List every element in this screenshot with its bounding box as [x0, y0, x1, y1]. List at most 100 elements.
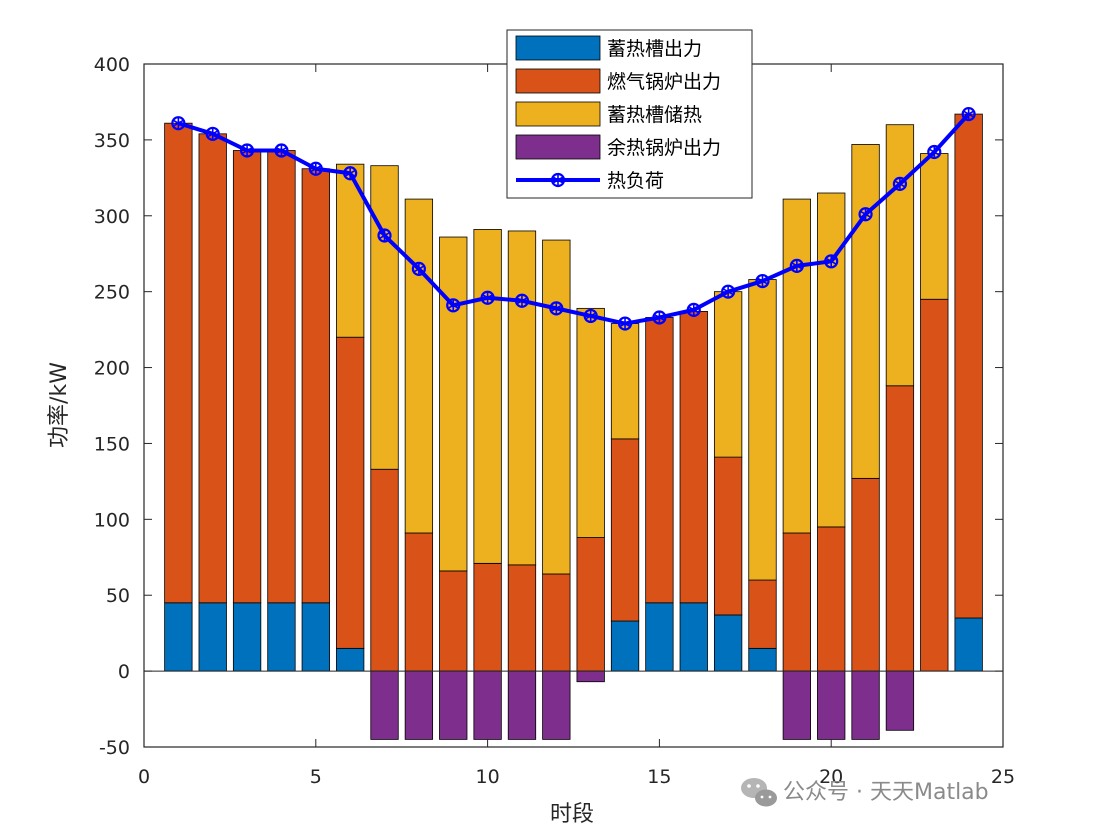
- bar-1-t6: [336, 647, 365, 672]
- bar-4-t9: [439, 670, 468, 740]
- legend-label-1: 蓄热槽出力: [607, 38, 702, 60]
- heat-load-point-t1: [171, 116, 186, 131]
- heat-load-point-t16: [686, 302, 701, 317]
- heat-load-point-t12: [549, 301, 564, 316]
- bar-2-t3: [232, 150, 262, 604]
- bar-2-t18: [748, 579, 777, 649]
- legend-swatch-1: [515, 35, 601, 61]
- bar-2-t9: [439, 570, 468, 672]
- y-tick-label-50: 50: [106, 585, 130, 607]
- tick-layer: 0 5 10 15 20 25 -50 0 50 100 150 200 250 300 350 400: [94, 54, 1015, 788]
- bar-3-t13: [576, 307, 605, 538]
- heat-load-line-layer: [171, 106, 976, 331]
- y-tick-label-0: 0: [118, 661, 130, 683]
- x-axis-label: 时段: [550, 802, 594, 827]
- bar-2-t13: [576, 537, 605, 672]
- bar-1-t15: [645, 602, 674, 672]
- legend-label-line: 热负荷: [607, 170, 664, 192]
- y-tick-label-300: 300: [94, 206, 130, 228]
- legend-label-3: 蓄热槽储热: [607, 104, 702, 126]
- heat-load-point-t4: [274, 143, 289, 158]
- x-tick-label-15: 15: [647, 766, 671, 788]
- bar-4-t22: [885, 670, 915, 731]
- watermark-text: 公众号 · 天天Matlab: [783, 780, 989, 805]
- bar-4-t21: [851, 670, 880, 740]
- bar-3-t8: [404, 198, 434, 534]
- bar-2-t6: [336, 336, 365, 649]
- x-tick-label-10: 10: [476, 766, 500, 788]
- bar-4-t8: [404, 670, 434, 740]
- x-tick-label-5: 5: [310, 766, 322, 788]
- bar-1-t24: [954, 617, 983, 672]
- bar-1-t1: [164, 602, 193, 672]
- heat-load-point-t5: [308, 161, 323, 176]
- bar-2-t21: [851, 477, 880, 672]
- bar-2-t15: [645, 317, 674, 604]
- bar-4-t13: [576, 670, 605, 683]
- watermark: 公众号 · 天天Matlab: [741, 778, 989, 807]
- heat-load-point-t20: [824, 254, 839, 269]
- heat-load-point-t24: [961, 106, 976, 122]
- heat-load-point-t11: [514, 293, 530, 308]
- heat-load-point-t9: [446, 298, 461, 313]
- bar-2-t7: [370, 468, 399, 672]
- bar-2-t14: [610, 438, 640, 622]
- heat-load-point-t17: [721, 284, 736, 299]
- bar-4-t12: [542, 670, 571, 740]
- bar-2-t24: [954, 113, 983, 619]
- heat-load-point-t7: [377, 228, 392, 243]
- heat-load-point-t6: [343, 166, 358, 181]
- legend-swatch-3: [515, 101, 601, 127]
- bar-2-t19: [782, 532, 811, 672]
- y-tick-label-200: 200: [94, 358, 130, 380]
- bar-layer: [164, 113, 983, 740]
- y-tick-label--50: -50: [99, 737, 130, 759]
- bar-1-t18: [748, 647, 777, 672]
- heat-load-point-t19: [789, 258, 804, 273]
- bar-2-t12: [542, 573, 571, 672]
- bar-3-t20: [817, 192, 846, 528]
- heat-load-point-t21: [858, 207, 873, 222]
- heat-load-point-t10: [480, 290, 495, 305]
- heat-load-point-t23: [927, 144, 942, 160]
- bar-3-t21: [851, 144, 880, 479]
- bar-2-t17: [713, 456, 743, 616]
- bar-3-t11: [507, 230, 537, 566]
- heat-load-point-t18: [755, 273, 770, 289]
- y-tick-label-150: 150: [94, 433, 130, 455]
- heat-load-point-t8: [411, 261, 426, 276]
- legend-label-4: 余热锅炉出力: [607, 137, 721, 159]
- bar-3-t10: [473, 229, 502, 564]
- bar-2-t8: [404, 532, 434, 672]
- bar-1-t17: [713, 614, 743, 672]
- bar-4-t19: [782, 670, 811, 740]
- heat-load-point-t14: [617, 316, 633, 331]
- bar-4-t10: [473, 670, 502, 740]
- bar-2-t20: [817, 526, 846, 672]
- bar-3-t17: [713, 291, 743, 458]
- bar-1-t3: [232, 602, 262, 672]
- bar-1-t4: [267, 602, 296, 672]
- bar-1-t14: [610, 620, 640, 672]
- bar-3-t14: [610, 323, 640, 440]
- y-tick-label-100: 100: [94, 509, 130, 531]
- bar-3-t23: [920, 153, 949, 300]
- bar-2-t1: [164, 122, 193, 604]
- y-tick-label-250: 250: [94, 282, 130, 304]
- legend-label-2: 燃气锅炉出力: [607, 71, 721, 93]
- bar-2-t4: [267, 150, 296, 604]
- bar-2-t5: [301, 168, 330, 604]
- legend-swatch-4: [515, 134, 601, 160]
- bar-4-t20: [817, 670, 846, 740]
- bar-2-t11: [507, 564, 537, 672]
- bar-1-t2: [198, 602, 227, 672]
- bar-3-t18: [748, 279, 777, 581]
- bar-3-t7: [370, 165, 399, 470]
- y-axis-label: 功率/kW: [47, 362, 72, 448]
- bar-3-t22: [885, 124, 915, 387]
- wechat-icon: [741, 778, 777, 807]
- x-tick-label-20: 20: [819, 766, 843, 788]
- bar-4-t7: [370, 670, 399, 740]
